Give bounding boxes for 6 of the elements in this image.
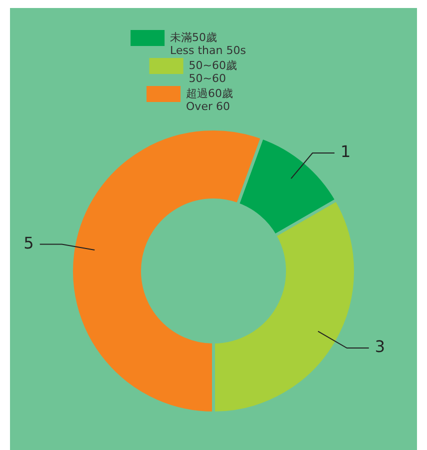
data-label: 5: [24, 233, 34, 252]
data-label: 1: [340, 142, 351, 162]
legend-label: 50~60歲 50~60: [188, 58, 238, 86]
data-label: 3: [374, 337, 386, 356]
legend-label: 未滿50歲 Less than 50s: [170, 30, 246, 58]
legend-label: 超過60歲 Over 60: [186, 86, 234, 114]
